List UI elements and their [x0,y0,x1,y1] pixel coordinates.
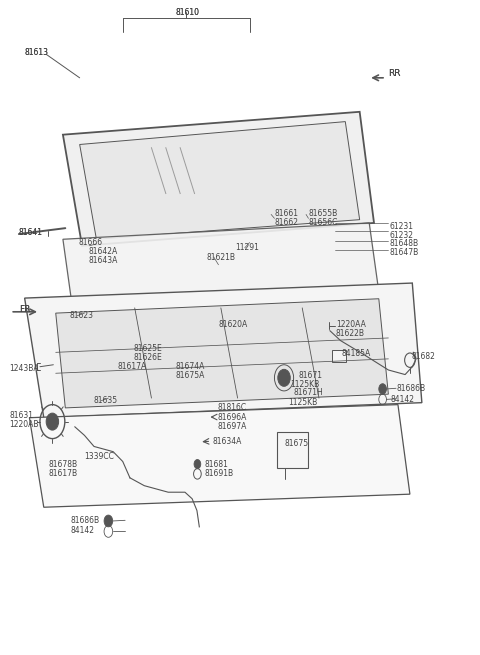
Text: 81661: 81661 [275,209,299,217]
Text: 81617A: 81617A [118,362,147,371]
Text: 81642A: 81642A [88,246,118,255]
Circle shape [104,515,113,527]
Circle shape [278,369,290,386]
Text: 81681: 81681 [204,460,228,468]
Text: 81675: 81675 [284,440,308,448]
Text: 81613: 81613 [24,48,48,58]
Text: 1243BA: 1243BA [9,364,39,373]
Text: 81623: 81623 [69,311,93,320]
Text: FR: FR [19,305,30,314]
Text: 81678B: 81678B [48,460,78,469]
Text: 81686B: 81686B [397,384,426,393]
Polygon shape [29,405,410,507]
Text: 1339CC: 1339CC [84,452,114,460]
Text: 81613: 81613 [24,48,48,58]
Text: 1220AA: 1220AA [336,320,366,329]
Text: 81674A: 81674A [175,362,205,371]
Text: 81635: 81635 [93,396,117,405]
Text: 81686B: 81686B [70,516,99,525]
Text: 81641: 81641 [19,228,43,237]
Text: 81626E: 81626E [134,353,163,362]
Text: 81696A: 81696A [217,413,246,422]
Text: 81610: 81610 [175,8,199,17]
Text: 81648B: 81648B [389,239,419,248]
Text: 11291: 11291 [235,242,259,252]
Circle shape [194,460,201,469]
Text: 81666: 81666 [79,238,103,247]
Circle shape [46,413,59,430]
Text: 61232: 61232 [389,231,413,240]
Text: 84142: 84142 [391,395,415,404]
Text: 81655B: 81655B [309,209,338,217]
Text: 81682: 81682 [411,352,435,362]
Text: 81671: 81671 [299,371,323,380]
Bar [277,432,309,468]
Polygon shape [63,223,379,308]
Text: 81671H: 81671H [294,388,324,398]
Text: 1125KB: 1125KB [288,398,317,407]
Text: 84185A: 84185A [341,349,371,358]
Text: 81641: 81641 [19,228,43,237]
Text: 81816C: 81816C [217,403,246,413]
Text: 84142: 84142 [70,526,94,535]
Text: 81610: 81610 [175,8,199,17]
Text: FR: FR [19,305,30,314]
Text: RR: RR [388,69,401,79]
Text: 61231: 61231 [389,221,413,231]
Text: 81625E: 81625E [134,344,163,353]
Circle shape [379,384,386,394]
Polygon shape [56,299,388,408]
Text: 1125KB: 1125KB [290,380,319,389]
Text: 81656C: 81656C [309,217,338,227]
Text: 81634A: 81634A [212,438,241,446]
Text: 81662: 81662 [275,217,299,227]
Text: 81622B: 81622B [336,329,365,338]
Polygon shape [80,122,360,239]
Text: 81620A: 81620A [218,320,248,329]
Text: 81691B: 81691B [204,470,233,478]
Text: RR: RR [388,69,401,79]
Text: 81675A: 81675A [175,371,205,380]
Text: 1220AB: 1220AB [9,421,39,430]
Text: 81621B: 81621B [206,253,236,262]
Text: 81631: 81631 [9,411,33,421]
Text: 81647B: 81647B [389,248,419,257]
Text: 81643A: 81643A [88,255,118,265]
Bar [332,350,346,362]
Text: 81617B: 81617B [48,470,78,478]
Polygon shape [24,283,422,418]
Text: 81697A: 81697A [217,422,246,431]
Polygon shape [63,112,374,246]
